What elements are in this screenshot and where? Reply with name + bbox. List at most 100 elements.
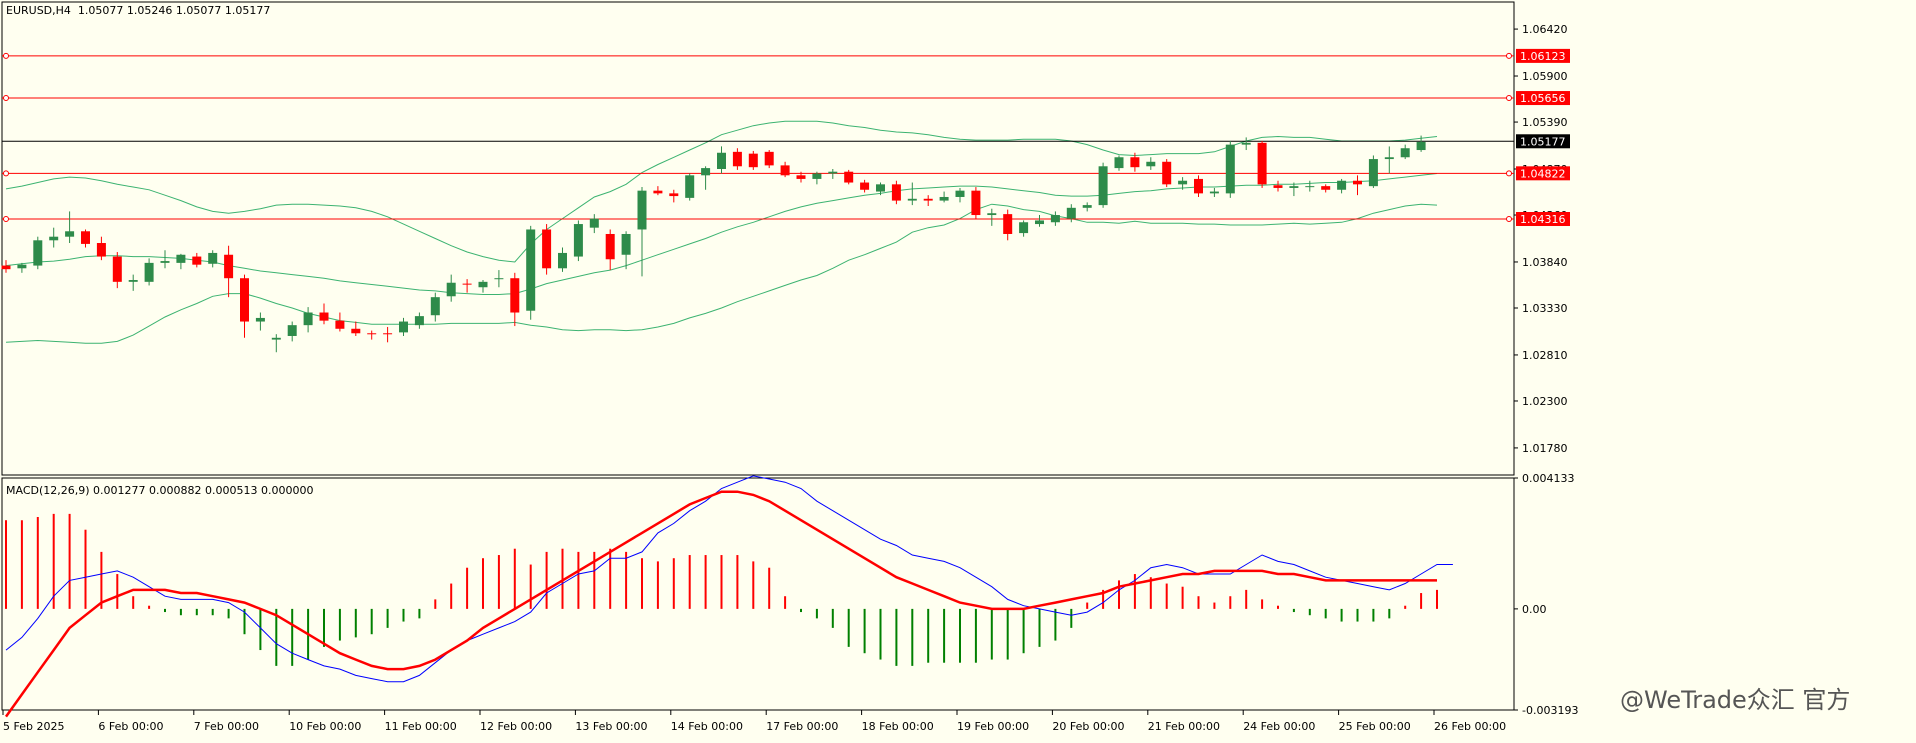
price-tick-label: 1.02810 — [1522, 349, 1568, 362]
price-pane[interactable] — [1, 1, 1515, 476]
candle-body — [526, 229, 536, 311]
time-tick-label: 18 Feb 00:00 — [862, 720, 934, 733]
candle-body — [1337, 180, 1347, 190]
candle-body — [112, 256, 122, 282]
candle-body — [1066, 207, 1076, 219]
candle-body — [271, 337, 281, 340]
bollinger-upper-band — [5, 120, 1438, 263]
price-tick-label: 1.03840 — [1522, 256, 1568, 269]
time-tick-label: 25 Feb 00:00 — [1339, 720, 1411, 733]
time-tick-label: 21 Feb 00:00 — [1148, 720, 1220, 733]
time-tick-label: 11 Feb 00:00 — [385, 720, 457, 733]
candle-body — [621, 233, 631, 255]
level-anchor-right — [1506, 95, 1512, 102]
candle-body — [1146, 161, 1156, 167]
candle-body — [510, 278, 520, 313]
time-tick-label: 7 Feb 00:00 — [194, 720, 259, 733]
price-pane-frame — [1, 1, 1515, 476]
level-anchor-right — [1506, 216, 1512, 223]
macd-pane[interactable] — [1, 475, 1515, 718]
candle-body — [1241, 142, 1251, 145]
time-tick-label: 20 Feb 00:00 — [1052, 720, 1124, 733]
candle-body — [1050, 215, 1060, 223]
price-level-tag — [1516, 134, 1570, 149]
candle-body — [812, 173, 822, 179]
candle-body — [430, 297, 440, 316]
candle-body — [701, 168, 711, 176]
macd-label: MACD(12,26,9) 0.001277 0.000882 0.000513… — [6, 484, 314, 497]
candle-body — [1257, 142, 1267, 185]
candle-body — [1273, 185, 1283, 188]
candle-body — [1368, 159, 1378, 187]
candle-body — [399, 321, 408, 333]
candle-body — [1098, 166, 1108, 206]
candle-body — [33, 240, 43, 266]
candle-body — [717, 152, 726, 169]
price-level-tag — [1516, 212, 1570, 227]
candle-body — [144, 262, 154, 282]
candle-body — [780, 165, 790, 176]
candle-body — [462, 283, 472, 285]
candle-body — [96, 243, 106, 257]
macd-pane-frame — [1, 477, 1515, 711]
candle-body — [685, 175, 695, 198]
candle-body — [1082, 205, 1092, 208]
candle-body — [971, 190, 981, 216]
price-tick-label: 1.01780 — [1522, 442, 1568, 455]
watermark: @WeTrade众汇 官方 — [1620, 680, 1850, 715]
level-anchor-right — [1506, 52, 1512, 59]
candle-body — [939, 196, 949, 201]
time-tick-label: 13 Feb 00:00 — [575, 720, 647, 733]
candle-body — [987, 213, 997, 216]
candle-body — [160, 261, 170, 263]
candle-body — [176, 254, 186, 263]
time-tick-label: 10 Feb 00:00 — [289, 720, 361, 733]
price-tick-label: 1.03330 — [1522, 302, 1568, 315]
price-level-label: 1.05656 — [1520, 92, 1566, 105]
price-tick-label: 1.05900 — [1522, 70, 1568, 83]
candle-body — [1035, 220, 1044, 225]
level-anchor-right — [1506, 170, 1512, 177]
candle-body — [1162, 161, 1172, 185]
price-level-tag — [1516, 166, 1570, 181]
price-level-label: 1.04316 — [1520, 213, 1566, 226]
candle-body — [1353, 180, 1362, 185]
time-tick-label: 14 Feb 00:00 — [671, 720, 743, 733]
candle-body — [1178, 180, 1188, 185]
candle-body — [844, 171, 854, 183]
price-tick-label: 1.02300 — [1522, 395, 1568, 408]
time-tick-label: 12 Feb 00:00 — [480, 720, 552, 733]
candle-body — [796, 175, 806, 179]
watermark-text: @WeTrade众汇 官方 — [1620, 686, 1851, 714]
candle-body — [367, 333, 377, 335]
candle-body — [891, 184, 901, 201]
level-anchor-left — [3, 170, 9, 177]
symbol-header: EURUSD,H4 1.05077 1.05246 1.05077 1.0517… — [6, 4, 270, 17]
candle-body — [1114, 157, 1124, 169]
candle-body — [828, 171, 838, 174]
time-tick-label: 26 Feb 00:00 — [1434, 720, 1506, 733]
candle-body — [303, 312, 313, 326]
candle-body — [1416, 141, 1426, 151]
price-level-label: 1.04822 — [1520, 167, 1566, 180]
candle-body — [224, 254, 234, 279]
time-tick-label: 5 Feb 2025 — [3, 720, 64, 733]
level-anchor-left — [3, 52, 9, 59]
candle-body — [65, 231, 75, 237]
candle-body — [669, 193, 679, 197]
candle-body — [558, 252, 567, 269]
candle-body — [383, 333, 393, 335]
candle-body — [860, 182, 870, 190]
candle-body — [335, 320, 345, 329]
level-anchor-left — [3, 216, 9, 223]
candle-body — [478, 281, 488, 288]
candle-body — [49, 236, 59, 241]
symbol-name: EURUSD,H4 — [6, 4, 71, 17]
candle-body — [542, 229, 552, 269]
candle-body — [1225, 144, 1235, 194]
ohlc-values: 1.05077 1.05246 1.05077 1.05177 — [77, 4, 271, 17]
candle-body — [1003, 214, 1013, 234]
